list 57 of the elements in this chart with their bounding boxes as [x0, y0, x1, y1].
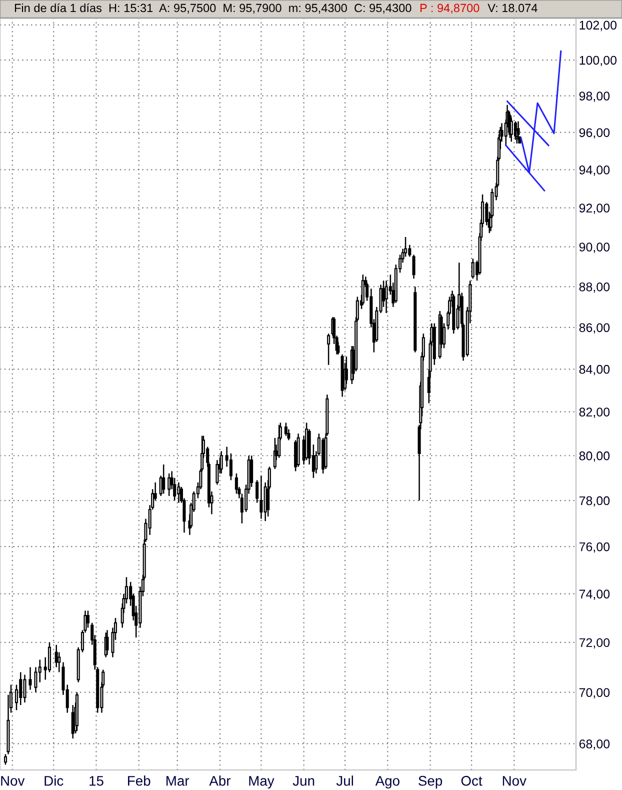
candlestick [28, 666, 32, 690]
candlestick [471, 258, 474, 280]
candlestick [168, 472, 171, 497]
x-tick-label: Oct [461, 776, 482, 786]
candlestick [327, 332, 330, 366]
y-tick-label: 76,00 [579, 542, 610, 553]
candlestick [19, 672, 22, 706]
y-tick-label: 96,00 [579, 128, 610, 139]
chart-title: Fin de día 1 días H: 15:31 A: 95,7500 M: 95,7900 m: 95,4300 C: 95,4300 [14, 3, 412, 14]
y-tick-label: 86,00 [579, 323, 610, 334]
x-tick-label: Mar [166, 776, 190, 786]
candlestick [234, 472, 238, 494]
text: P : 94,8700 [420, 4, 480, 14]
x-tick-label: Sep [418, 776, 442, 789]
y-tick-label: 88,00 [579, 282, 610, 293]
candlestick [229, 452, 232, 481]
x-tick-label: Jun [292, 776, 314, 786]
y-tick-label: 74,00 [579, 590, 610, 600]
candlestick [177, 482, 180, 504]
x-tick-label: Abr [209, 776, 231, 786]
y-tick-label: 84,00 [579, 364, 610, 376]
candlestick [412, 254, 416, 280]
x-tick-label: May [249, 776, 274, 789]
x-tick-label: Nov [502, 776, 526, 786]
y-tick-label: 98,00 [579, 92, 610, 102]
y-tick-label: 102,00 [580, 20, 617, 32]
candlestick [408, 244, 412, 258]
candlestick [256, 480, 259, 504]
candlestick [260, 475, 263, 520]
y-tick-label: 92,00 [579, 204, 610, 214]
x-tick-label: Feb [128, 776, 150, 786]
candlestick [216, 459, 219, 486]
y-tick-label: 82,00 [579, 408, 610, 418]
candlestick [162, 464, 166, 494]
candlestick [278, 424, 281, 458]
x-tick-label: 15 [90, 776, 104, 786]
candlestick [54, 644, 58, 668]
candlestick [284, 422, 288, 436]
x-tick-label: Nov [1, 776, 25, 786]
candlestick [86, 610, 90, 628]
y-tick-label: 90,00 [579, 242, 610, 253]
y-tick-label: 80,00 [579, 451, 610, 462]
candlestick [48, 642, 52, 673]
y-tick-label: 100,00 [580, 56, 617, 66]
x-tick-label: Ago [375, 776, 400, 789]
candlestick [4, 754, 8, 766]
x-tick-label: Jul [336, 776, 353, 786]
candlestick [106, 630, 109, 656]
y-tick-label: 78,00 [579, 496, 610, 507]
text: V: 18.074 [488, 4, 538, 12]
candlestick [23, 674, 26, 704]
y-tick-label: 72,00 [579, 638, 610, 649]
x-tick-label: Dic [44, 776, 64, 786]
y-tick-label: 70,00 [579, 688, 610, 698]
y-tick-label: 68,00 [579, 740, 610, 750]
y-tick-label: 94,00 [579, 166, 610, 176]
candlestick [384, 280, 388, 314]
